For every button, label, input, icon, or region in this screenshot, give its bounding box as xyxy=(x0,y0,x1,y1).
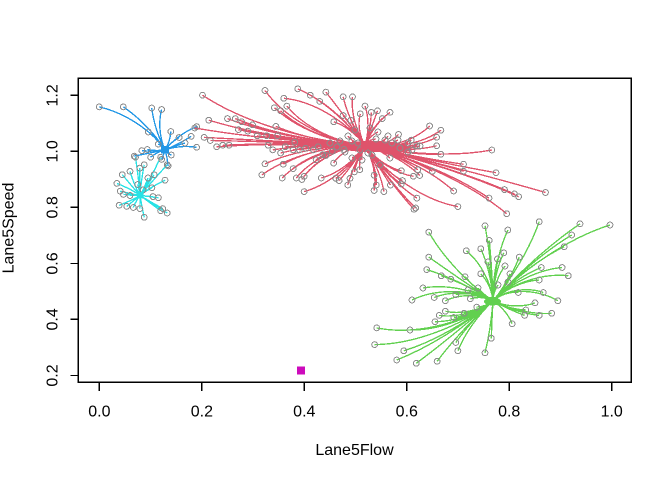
svg-text:1.2: 1.2 xyxy=(45,84,62,106)
svg-text:0.8: 0.8 xyxy=(498,404,520,421)
svg-text:1.0: 1.0 xyxy=(45,140,62,162)
svg-text:0.4: 0.4 xyxy=(45,308,62,330)
svg-text:0.2: 0.2 xyxy=(191,404,213,421)
svg-text:0.4: 0.4 xyxy=(293,404,315,421)
svg-text:0.0: 0.0 xyxy=(88,404,110,421)
svg-text:0.8: 0.8 xyxy=(45,196,62,218)
svg-text:Lane5Speed: Lane5Speed xyxy=(1,183,18,274)
svg-text:1.0: 1.0 xyxy=(601,404,623,421)
svg-text:Lane5Flow: Lane5Flow xyxy=(315,442,394,459)
svg-text:0.6: 0.6 xyxy=(396,404,418,421)
svg-text:0.6: 0.6 xyxy=(45,252,62,274)
svg-text:0.2: 0.2 xyxy=(45,364,62,386)
